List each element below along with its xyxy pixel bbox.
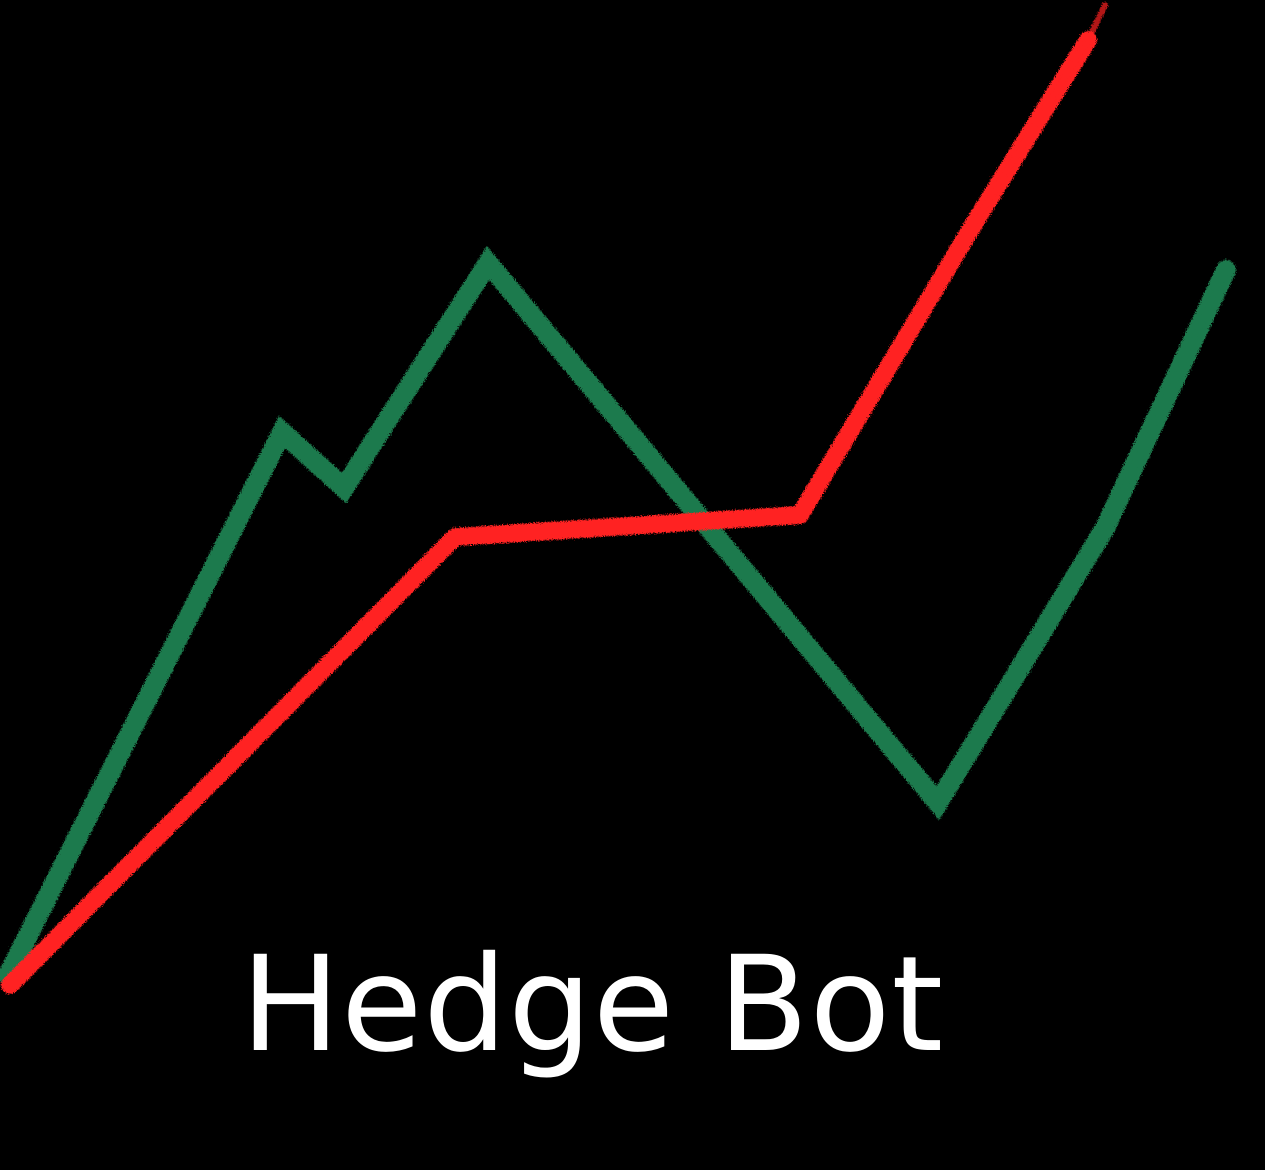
logo-title: Hedge Bot [240, 928, 945, 1082]
red-rising-line-icon [1, 31, 1097, 994]
red-tail-line-icon [972, 2, 1108, 225]
green-tail-line-icon [1102, 267, 1229, 531]
green-zigzag-line-icon [0, 246, 1236, 985]
